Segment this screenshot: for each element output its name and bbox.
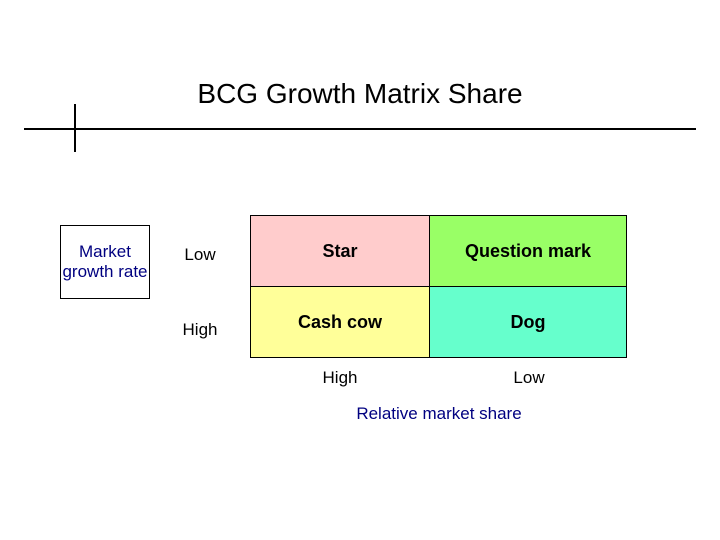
row-label-bottom: High [165,300,235,360]
y-axis-label-box: Market growth rate [60,225,150,299]
ornament-vline [74,104,76,152]
ornament-hline [24,128,696,130]
row-label-top: Low [165,225,235,285]
quad-star: Star [250,215,430,287]
quad-cash-cow: Cash cow [250,286,430,358]
bcg-matrix-diagram: BCG Growth Matrix Share Market growth ra… [0,0,720,540]
x-axis-label: Relative market share [250,404,628,424]
quad-dog: Dog [429,286,627,358]
col-label-left: High [250,368,430,388]
quad-question-mark: Question mark [429,215,627,287]
page-title: BCG Growth Matrix Share [0,78,720,110]
col-label-right: Low [430,368,628,388]
